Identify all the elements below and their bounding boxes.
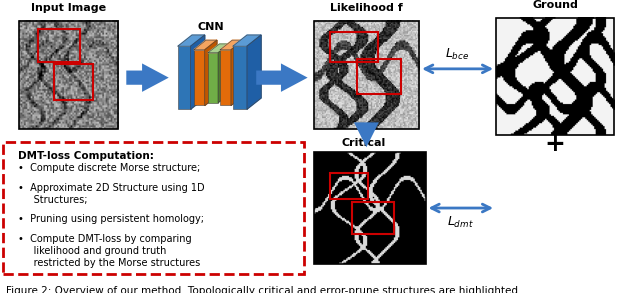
Polygon shape xyxy=(205,40,217,105)
Text: Input Image: Input Image xyxy=(31,3,106,13)
Text: •  Approximate 2D Structure using 1D
     Structures;: • Approximate 2D Structure using 1D Stru… xyxy=(18,183,205,205)
Bar xyxy=(357,59,401,94)
Bar xyxy=(194,50,205,105)
Bar xyxy=(330,173,368,199)
Polygon shape xyxy=(218,44,230,103)
Bar xyxy=(314,21,419,129)
Polygon shape xyxy=(208,44,230,53)
Text: Figure 2: Overview of our method. Topologically critical and error-prune structu: Figure 2: Overview of our method. Topolo… xyxy=(6,286,518,293)
Bar xyxy=(496,18,614,135)
Text: $L_{dmt}$: $L_{dmt}$ xyxy=(447,215,474,231)
Text: Ground: Ground xyxy=(532,0,578,10)
Bar xyxy=(54,64,93,100)
Polygon shape xyxy=(231,40,243,105)
Polygon shape xyxy=(220,40,243,50)
Text: CNN: CNN xyxy=(198,22,225,32)
Bar xyxy=(38,29,80,62)
Bar xyxy=(352,202,394,234)
Bar xyxy=(330,32,378,62)
Bar xyxy=(220,50,231,105)
Polygon shape xyxy=(178,35,205,46)
Bar xyxy=(314,152,426,264)
Polygon shape xyxy=(191,35,205,109)
FancyBboxPatch shape xyxy=(3,142,304,274)
Text: •  Pruning using persistent homology;: • Pruning using persistent homology; xyxy=(18,214,204,224)
Bar xyxy=(233,46,247,109)
Bar xyxy=(208,53,218,103)
Bar xyxy=(19,21,118,129)
Text: +: + xyxy=(545,132,566,156)
Text: •  Compute discrete Morse structure;: • Compute discrete Morse structure; xyxy=(18,163,200,173)
Polygon shape xyxy=(247,35,261,109)
Polygon shape xyxy=(194,40,217,50)
Bar xyxy=(178,46,191,109)
Text: $L_{bce}$: $L_{bce}$ xyxy=(445,46,470,62)
Text: DMT-loss Computation:: DMT-loss Computation: xyxy=(18,151,154,161)
Text: •  Compute DMT-loss by comparing
     likelihood and ground truth
     restricte: • Compute DMT-loss by comparing likeliho… xyxy=(18,234,200,268)
Text: Likelihood f: Likelihood f xyxy=(330,3,403,13)
Polygon shape xyxy=(233,35,261,46)
Text: Critical: Critical xyxy=(341,138,385,148)
